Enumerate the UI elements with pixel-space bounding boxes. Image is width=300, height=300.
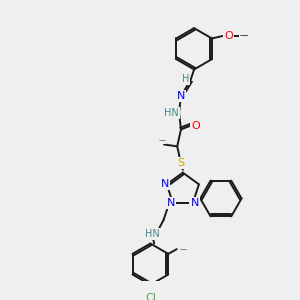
- Text: O: O: [224, 31, 233, 41]
- Text: —: —: [159, 138, 166, 144]
- Text: N: N: [161, 179, 169, 189]
- Text: —: —: [180, 246, 187, 252]
- Text: HN: HN: [145, 229, 160, 239]
- Text: S: S: [177, 158, 184, 168]
- Text: Cl: Cl: [145, 293, 156, 300]
- Text: N: N: [190, 198, 199, 208]
- Text: H: H: [182, 74, 189, 84]
- Text: HN: HN: [164, 108, 179, 118]
- Text: N: N: [167, 198, 175, 208]
- Text: O: O: [192, 121, 200, 131]
- Text: —: —: [240, 31, 248, 40]
- Text: N: N: [177, 91, 185, 101]
